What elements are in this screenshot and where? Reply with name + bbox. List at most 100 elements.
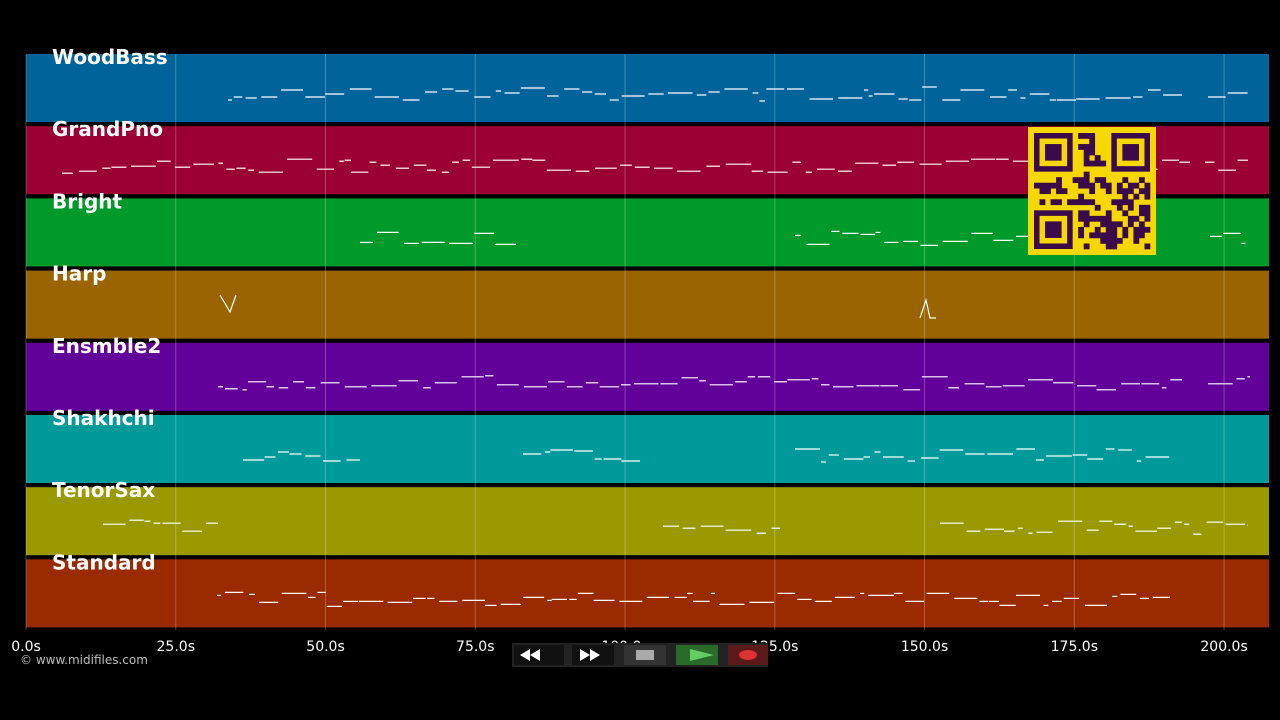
qr-module	[1083, 177, 1090, 184]
qr-module	[1133, 182, 1140, 189]
qr-module	[1089, 149, 1096, 156]
track-band	[26, 487, 1269, 556]
qr-module	[1133, 215, 1140, 222]
time-tick-label: 150.0s	[901, 639, 948, 655]
track-band	[26, 415, 1269, 483]
qr-module	[1089, 144, 1096, 150]
qr-module	[1083, 133, 1090, 139]
qr-module	[1116, 182, 1123, 189]
qr-module	[1045, 188, 1051, 195]
qr-module	[1105, 243, 1112, 250]
qr-module	[1078, 226, 1085, 233]
play-icon	[690, 649, 714, 661]
qr-module	[1127, 204, 1134, 211]
time-tick-label: 200.0s	[1200, 639, 1247, 655]
qr-module	[1078, 182, 1085, 189]
qr-module	[1127, 221, 1134, 228]
qr-module	[1133, 237, 1140, 244]
qr-module	[1094, 215, 1101, 222]
qr-module	[1061, 188, 1068, 195]
qr-module	[1083, 182, 1090, 189]
note-glyph	[219, 294, 936, 319]
qr-module	[1078, 144, 1085, 150]
track-name: Harp	[52, 262, 106, 286]
qr-module	[1105, 232, 1112, 239]
qr-module	[1089, 188, 1096, 195]
qr-module	[1122, 232, 1129, 239]
qr-module	[1105, 188, 1112, 195]
qr-module	[1138, 177, 1145, 184]
qr-module	[1039, 182, 1046, 189]
qr-module	[1144, 188, 1151, 195]
qr-module	[1111, 237, 1118, 244]
qr-module	[1100, 237, 1107, 244]
qr-module	[1039, 199, 1046, 206]
time-tick-label: 75.0s	[456, 639, 494, 655]
qr-finder	[1045, 221, 1062, 238]
qr-module	[1122, 188, 1129, 195]
track-name: Standard	[52, 550, 156, 574]
qr-module	[1100, 177, 1107, 184]
qr-module	[1100, 232, 1107, 239]
qr-module	[1094, 160, 1101, 167]
qr-module	[1122, 226, 1129, 233]
qr-module	[1089, 232, 1096, 239]
qr-module	[1133, 193, 1140, 200]
record-icon	[739, 650, 757, 660]
qr-module	[1138, 232, 1145, 239]
qr-module	[1100, 182, 1107, 189]
qr-module	[1078, 193, 1085, 200]
track-name: Bright	[52, 189, 123, 213]
time-tick-label: 50.0s	[306, 639, 344, 655]
qr-module	[1105, 215, 1112, 222]
qr-module	[1083, 221, 1090, 228]
qr-module	[1078, 215, 1085, 222]
qr-module	[1144, 226, 1151, 233]
qr-module	[1089, 182, 1096, 189]
qr-module	[1122, 193, 1129, 200]
qr-module	[1105, 221, 1112, 228]
qr-module	[1050, 199, 1057, 206]
copyright: © www.midifiles.com	[20, 653, 148, 667]
qr-module	[1105, 237, 1112, 244]
qr-module	[1122, 210, 1129, 217]
qr-module	[1078, 199, 1085, 206]
qr-module	[1067, 199, 1073, 206]
labels: WoodBass GrandPno Bright Harp Ensmble2 Shakhc…	[11, 45, 1248, 655]
qr-module	[1078, 232, 1085, 239]
qr-module	[1050, 182, 1057, 189]
qr-module	[1089, 133, 1096, 139]
qr-module	[1138, 188, 1145, 195]
qr-module	[1144, 210, 1151, 217]
qr-module	[1144, 215, 1151, 222]
qr-module	[1078, 210, 1085, 217]
qr-module	[1089, 215, 1096, 222]
qr-module	[1045, 182, 1051, 189]
qr-module	[1094, 232, 1101, 239]
qr-module	[1138, 226, 1145, 233]
track-band	[26, 270, 1269, 339]
qr-module	[1111, 243, 1118, 250]
qr-module	[1083, 215, 1090, 222]
qr-module	[1056, 182, 1062, 189]
qr-module	[1056, 199, 1062, 206]
qr-module	[1122, 199, 1129, 206]
qr-module	[1133, 232, 1140, 239]
qr-module	[1094, 177, 1101, 184]
qr-module	[1122, 177, 1129, 184]
qr-module	[1034, 182, 1040, 189]
qr-module	[1083, 149, 1090, 156]
qr-module	[1100, 215, 1107, 222]
qr-module	[1144, 204, 1151, 211]
time-tick-label: 25.0s	[157, 639, 195, 655]
qr-module	[1089, 138, 1096, 145]
qr-module	[1116, 188, 1123, 195]
qr-module	[1089, 199, 1096, 206]
qr-module	[1072, 199, 1079, 206]
qr-module	[1105, 210, 1112, 217]
qr-module	[1111, 232, 1118, 239]
qr-module	[1089, 160, 1096, 167]
track-band	[26, 559, 1269, 628]
playback-controls	[512, 643, 768, 667]
qr-module	[1056, 188, 1062, 195]
